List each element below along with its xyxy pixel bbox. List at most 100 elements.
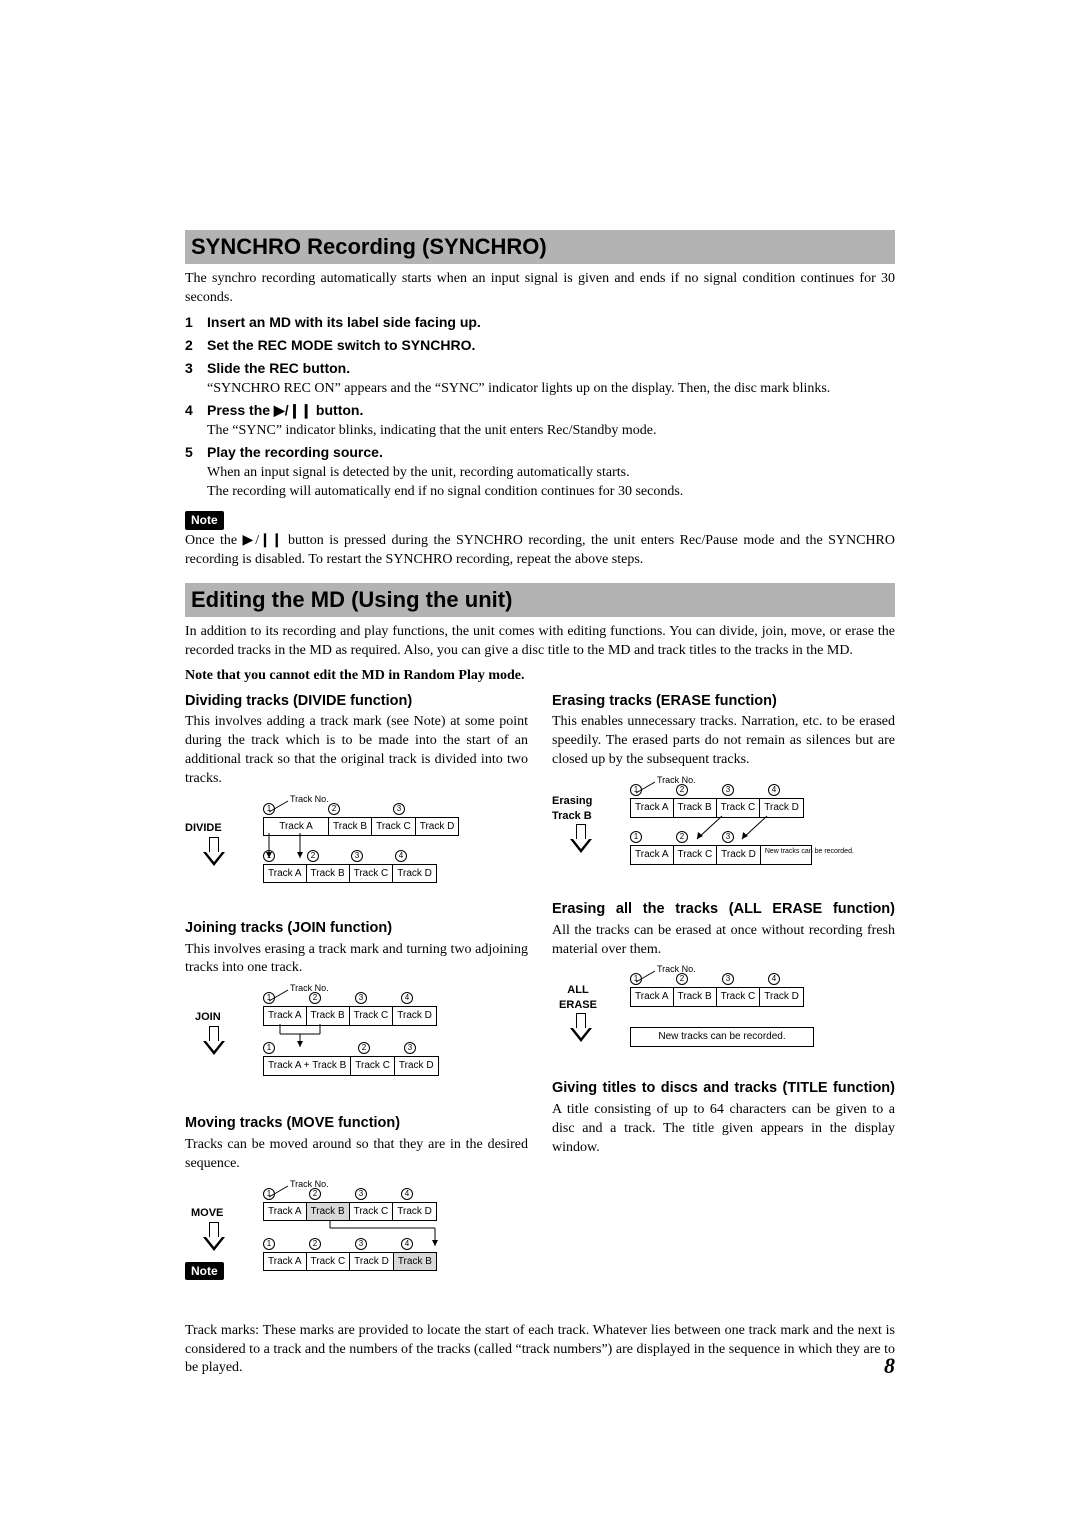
circ-num: 1 xyxy=(263,992,275,1004)
join-text: This involves erasing a track mark and t… xyxy=(185,941,528,979)
circ-num: 4 xyxy=(401,992,413,1004)
circ-num: 1 xyxy=(263,850,275,862)
allerase-label: ALL ERASE xyxy=(552,983,604,1013)
step-num: 2 xyxy=(185,336,207,357)
join-diagram: Track No. JOIN 1234 Track A Track B Trac… xyxy=(185,984,528,1100)
track-cell: Track C xyxy=(717,988,761,1006)
track-cell: Track A xyxy=(264,818,329,836)
track-cell: Track C xyxy=(350,865,394,883)
track-cell: Track D xyxy=(393,1007,436,1025)
circ-num: 2 xyxy=(309,1188,321,1200)
track-cell: Track A + Track B xyxy=(264,1057,351,1075)
circ-num: 3 xyxy=(393,803,405,815)
allerase-text: All the tracks can be erased at once wit… xyxy=(552,922,895,960)
section2-intro: In addition to its recording and play fu… xyxy=(185,623,895,661)
circ-num: 2 xyxy=(307,850,319,862)
note-tag: Note xyxy=(185,511,224,529)
step-bold: Press the ▶/❙❙ button. xyxy=(207,402,363,418)
track-cell: Track A xyxy=(264,1203,307,1221)
step-bold: Play the recording source. xyxy=(207,444,383,460)
arrow-down-icon xyxy=(203,1026,225,1056)
divide-label: DIVIDE xyxy=(185,821,222,836)
circ-num: 1 xyxy=(630,973,642,985)
circ-num: 1 xyxy=(263,1238,275,1250)
step-sub: The “SYNC” indicator blinks, indicating … xyxy=(207,422,895,441)
track-cell: Track D xyxy=(393,865,436,883)
track-cell: Track D xyxy=(760,799,803,817)
track-cell: Track C xyxy=(350,1203,394,1221)
circ-num: 3 xyxy=(355,992,367,1004)
circ-num: 1 xyxy=(263,1042,275,1054)
step-num: 1 xyxy=(185,313,207,334)
circ-num: 2 xyxy=(676,973,688,985)
step-bold: Set the REC MODE switch to SYNCHRO. xyxy=(207,337,475,353)
circ-num: 3 xyxy=(722,784,734,796)
move-diagram: Track No. MOVE 1234 Track A Track B Trac… xyxy=(185,1180,528,1298)
step-sub: “SYNCHRO REC ON” appears and the “SYNC” … xyxy=(207,380,895,399)
track-cell: Track C xyxy=(717,799,761,817)
track-cell: Track B xyxy=(307,865,350,883)
circ-num: 3 xyxy=(355,1188,367,1200)
footer-note: Track marks: These marks are provided to… xyxy=(185,1322,895,1379)
erase-diagram: Track No. Erasing Track B 1234 Track A T… xyxy=(552,776,895,886)
titlefn-text: A title consisting of up to 64 character… xyxy=(552,1101,895,1158)
section1-heading: SYNCHRO Recording (SYNCHRO) xyxy=(185,230,895,264)
track-cell: Track A xyxy=(631,988,674,1006)
circ-num: 3 xyxy=(722,831,734,843)
circ-num: 4 xyxy=(395,850,407,862)
step-num: 4 xyxy=(185,401,207,441)
circ-num: 1 xyxy=(263,1188,275,1200)
circ-num: 4 xyxy=(401,1188,413,1200)
divide-title: Dividing tracks (DIVIDE function) xyxy=(185,692,528,712)
circ-num: 2 xyxy=(309,992,321,1004)
arrow-down-icon xyxy=(570,824,592,854)
track-cell: New tracks can be recorded. xyxy=(631,1028,813,1046)
erase-title: Erasing tracks (ERASE function) xyxy=(552,692,895,712)
step-num: 3 xyxy=(185,359,207,399)
circ-num: 3 xyxy=(355,1238,367,1250)
track-cell: Track D xyxy=(393,1203,436,1221)
page-number: 8 xyxy=(884,1351,895,1381)
circ-num: 3 xyxy=(404,1042,416,1054)
circ-num: 1 xyxy=(630,784,642,796)
join-label: JOIN xyxy=(195,1010,221,1025)
track-cell: Track A xyxy=(631,846,674,864)
join-title: Joining tracks (JOIN function) xyxy=(185,919,528,939)
move-label: MOVE xyxy=(191,1206,223,1221)
circ-num: 1 xyxy=(263,803,275,815)
track-cell: Track A xyxy=(264,865,307,883)
track-cell: New tracks can be recorded. xyxy=(761,846,811,864)
track-cell: Track D xyxy=(350,1253,394,1271)
track-cell: Track B xyxy=(394,1253,436,1271)
track-cell: Track A xyxy=(631,799,674,817)
track-cell: Track D xyxy=(717,846,761,864)
track-cell: Track B xyxy=(329,818,372,836)
circ-num: 2 xyxy=(676,831,688,843)
circ-num: 3 xyxy=(351,850,363,862)
circ-num: 2 xyxy=(676,784,688,796)
divide-text: This involves adding a track mark (see N… xyxy=(185,713,528,789)
move-text: Tracks can be moved around so that they … xyxy=(185,1136,528,1174)
track-cell: Track D xyxy=(760,988,803,1006)
track-cell: Track C xyxy=(372,818,416,836)
section1-steps: 1Insert an MD with its label side facing… xyxy=(185,313,895,501)
allerase-diagram: Track No. ALL ERASE 1234 Track A Track B… xyxy=(552,965,895,1065)
arrow-down-icon xyxy=(570,1013,592,1043)
step-bold: Slide the REC button. xyxy=(207,360,350,376)
titlefn-title: Giving titles to discs and tracks (TITLE… xyxy=(552,1079,895,1099)
move-title: Moving tracks (MOVE function) xyxy=(185,1114,528,1134)
erase-label: Erasing Track B xyxy=(552,794,610,824)
circ-num: 2 xyxy=(358,1042,370,1054)
section1-intro: The synchro recording automatically star… xyxy=(185,270,895,308)
note-tag: Note xyxy=(185,1262,224,1280)
arrow-down-icon xyxy=(203,1222,225,1252)
divide-diagram: Track No. DIVIDE 123 Track A Track B Tra… xyxy=(185,795,528,905)
track-cell: Track C xyxy=(350,1007,394,1025)
circ-num: 4 xyxy=(401,1238,413,1250)
allerase-title: Erasing all the tracks (ALL ERASE functi… xyxy=(552,900,895,920)
track-cell: Track C xyxy=(307,1253,351,1271)
track-cell: Track A xyxy=(264,1253,307,1271)
circ-num: 4 xyxy=(768,784,780,796)
track-cell: Track D xyxy=(395,1057,438,1075)
section1-note: Once the ▶/❙❙ button is pressed during t… xyxy=(185,532,895,570)
